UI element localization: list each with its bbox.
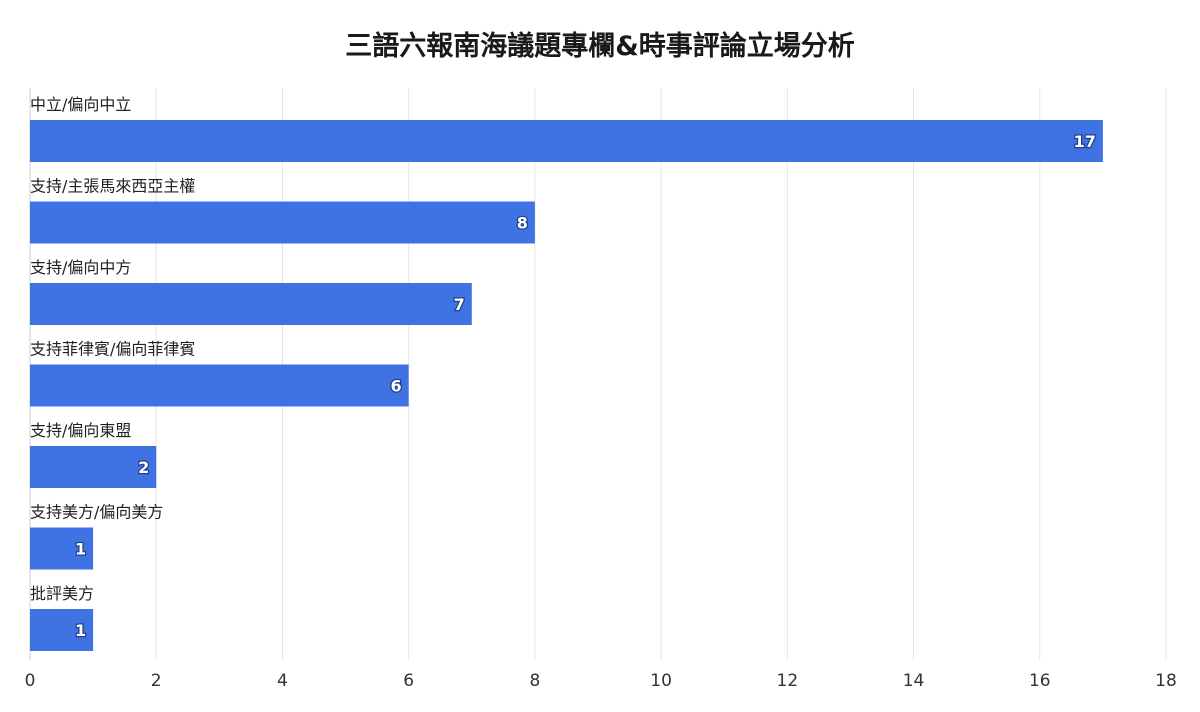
bar-value-label: 7 <box>454 295 465 314</box>
x-tick-label: 4 <box>277 671 288 691</box>
bar <box>30 527 94 570</box>
category-label: 支持菲律賓/偏向菲律賓 <box>30 340 195 359</box>
x-tick-label: 14 <box>903 671 925 691</box>
x-tick-label: 16 <box>1029 671 1051 691</box>
category-label: 支持/主張馬來西亞主權 <box>30 177 195 196</box>
category-label: 批評美方 <box>30 584 94 603</box>
bar-value-label: 8 <box>517 214 528 233</box>
x-tick-label: 8 <box>529 671 540 691</box>
bar <box>30 201 535 244</box>
x-tick-label: 12 <box>777 671 799 691</box>
bar <box>30 446 157 488</box>
bar <box>30 609 94 651</box>
bar-value-label: 1 <box>75 621 86 640</box>
bar-value-label: 1 <box>75 540 86 559</box>
bar-value-label: 6 <box>391 377 402 396</box>
bar <box>30 120 1103 162</box>
bar <box>30 283 472 325</box>
x-axis-ticks: 0 2 4 6 8 10 12 14 16 18 <box>25 671 1177 691</box>
x-tick-label: 6 <box>403 671 414 691</box>
category-label: 中立/偏向中立 <box>30 95 131 114</box>
x-tick-label: 18 <box>1155 671 1177 691</box>
bar <box>30 364 409 407</box>
bars: 中立/偏向中立 17 支持/主張馬來西亞主權 8 支持/偏向中方 7 支持菲律賓/偏向菲律賓… <box>30 95 1103 651</box>
x-tick-label: 0 <box>25 671 36 691</box>
category-label: 支持/偏向東盟 <box>30 421 131 440</box>
chart-title: 三語六報南海議題專欄&時事評論立場分析 <box>345 31 855 62</box>
category-label: 支持/偏向中方 <box>30 258 131 277</box>
x-tick-label: 10 <box>650 671 672 691</box>
x-tick-label: 2 <box>151 671 162 691</box>
bar-value-label: 2 <box>138 458 149 477</box>
category-label: 支持美方/偏向美方 <box>30 503 163 522</box>
bar-value-label: 17 <box>1074 132 1096 151</box>
